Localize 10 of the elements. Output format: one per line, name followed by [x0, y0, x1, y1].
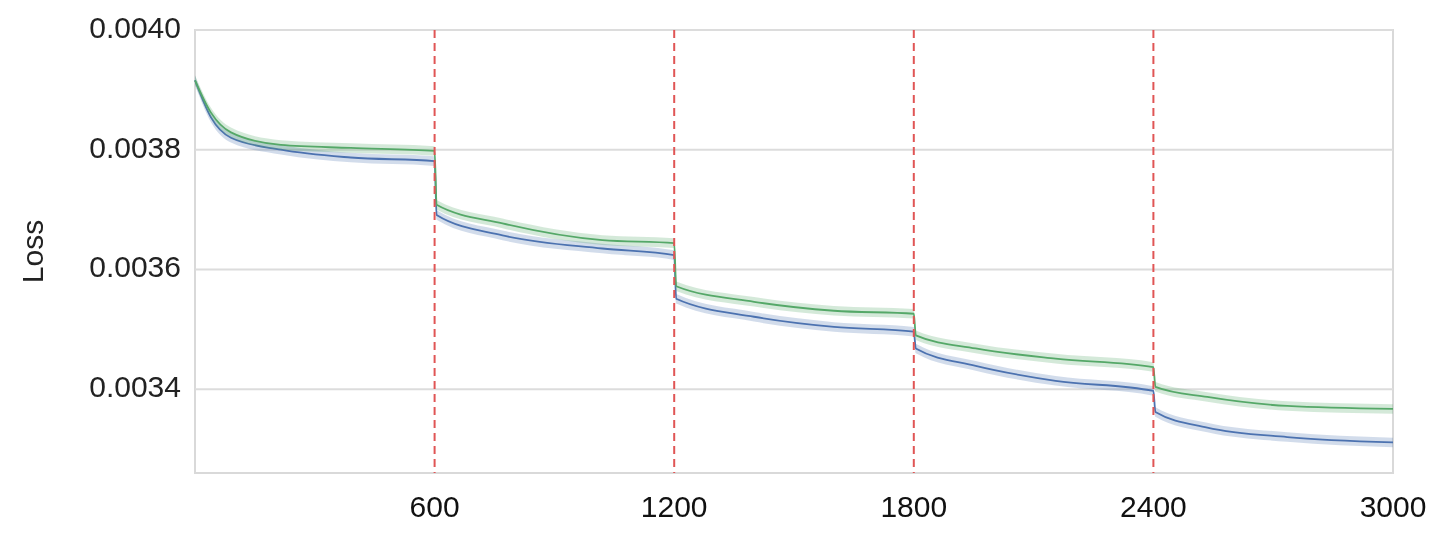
x-tick-label: 600	[409, 490, 460, 523]
x-tick-label: 1800	[880, 490, 948, 523]
x-tick-label: 2400	[1120, 490, 1187, 523]
y-tick-label: 0.0034	[89, 370, 181, 404]
x-tick-label: 1200	[640, 490, 708, 523]
y-tick-label: 0.0036	[89, 250, 181, 284]
y-tick-label: 0.0040	[89, 10, 181, 44]
y-axis-title: Loss	[16, 219, 49, 284]
x-tick-label: 3000	[1359, 490, 1427, 523]
y-tick-label: 0.0038	[89, 130, 181, 164]
